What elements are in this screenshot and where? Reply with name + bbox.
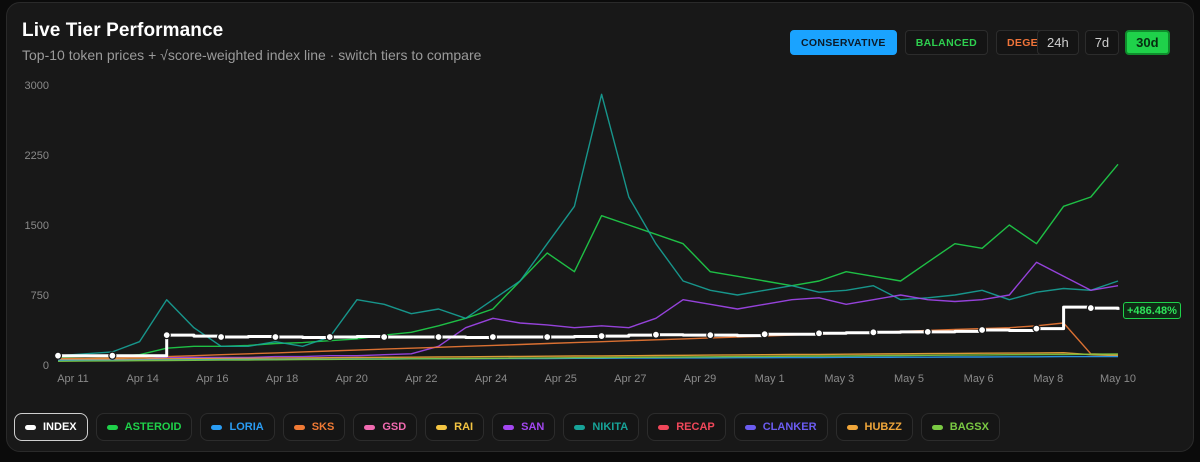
legend-swatch (25, 424, 36, 430)
index-point (760, 330, 769, 339)
legend-label: CLANKER (762, 421, 817, 433)
index-point (108, 351, 117, 360)
series-legend: INDEX ASTEROID LORIA SKS GSD RAI SAN NIKITA RECA… (14, 413, 1000, 441)
x-tick-label: Apr 24 (475, 373, 507, 385)
x-tick-label: May 8 (1033, 373, 1063, 385)
index-point (162, 331, 171, 340)
legend-item-sks[interactable]: SKS (282, 413, 346, 441)
legend-swatch (364, 424, 376, 430)
x-tick-label: Apr 14 (126, 373, 158, 385)
index-change-badge: +486.48% (1123, 302, 1181, 319)
legend-label: RAI (454, 421, 474, 433)
index-point (978, 325, 987, 335)
index-point (488, 332, 497, 342)
x-tick-label: Apr 27 (614, 373, 646, 385)
legend-label: NIKITA (592, 421, 629, 433)
series-line-index (58, 305, 1120, 358)
index-point (53, 351, 63, 360)
chart-title: Live Tier Performance (22, 20, 224, 41)
chart-subtitle: Top-10 token prices + √score-weighted in… (22, 47, 482, 63)
legend-item-clanker[interactable]: CLANKER (733, 413, 828, 441)
index-point (597, 331, 606, 341)
performance-line-chart: 0 750 1500 2250 3000 Apr 11 Apr 14 Apr 16 Apr 18… (25, 80, 1137, 385)
legend-item-recap[interactable]: RECAP (647, 413, 726, 441)
performance-card (6, 2, 1194, 452)
tier-balanced-button[interactable]: BALANCED (904, 30, 989, 55)
x-tick-label: Apr 25 (544, 373, 576, 385)
series-line-nikita (57, 93, 1119, 357)
legend-item-asteroid[interactable]: ASTEROID (95, 413, 193, 441)
index-point (380, 332, 389, 342)
legend-label: LORIA (229, 421, 264, 433)
y-tick-label: 750 (31, 290, 49, 302)
legend-item-rai[interactable]: RAI (425, 413, 485, 441)
legend-item-index[interactable]: INDEX (14, 413, 88, 441)
y-tick-label: 3000 (25, 80, 49, 92)
legend-swatch (436, 424, 448, 430)
legend-item-san[interactable]: SAN (492, 413, 556, 441)
x-tick-label: Apr 18 (266, 373, 298, 385)
legend-swatch (744, 424, 756, 430)
x-tick-label: Apr 22 (405, 373, 437, 385)
y-tick-label: 1500 (25, 220, 49, 232)
x-tick-label: May 3 (824, 373, 854, 385)
y-tick-label: 0 (43, 360, 49, 372)
legend-swatch (846, 424, 858, 430)
x-tick-label: May 10 (1100, 373, 1136, 385)
legend-swatch (658, 424, 670, 430)
y-tick-label: 2250 (25, 150, 49, 162)
legend-swatch (503, 424, 515, 430)
series-line-hubzz (58, 352, 1119, 361)
legend-label: SKS (311, 421, 335, 433)
legend-label: INDEX (43, 421, 77, 433)
x-tick-label: Apr 11 (57, 373, 89, 385)
legend-item-hubzz[interactable]: HUBZZ (835, 413, 913, 441)
legend-label: RECAP (676, 421, 715, 433)
series-line-san (58, 261, 1119, 361)
series-line-sks (58, 322, 1119, 360)
legend-swatch (106, 424, 118, 430)
x-tick-label: Apr 16 (196, 373, 228, 385)
index-point (814, 329, 824, 338)
legend-label: SAN (521, 421, 545, 433)
legend-item-bagsx[interactable]: BAGSX (920, 413, 1000, 441)
x-tick-label: Apr 29 (684, 373, 716, 385)
range-24h-button[interactable]: 24h (1037, 30, 1079, 55)
range-7d-button[interactable]: 7d (1084, 30, 1120, 55)
x-tick-label: May 5 (894, 373, 924, 385)
x-tick-label: Apr 20 (335, 373, 367, 385)
legend-item-nikita[interactable]: NIKITA (563, 413, 640, 441)
index-point (706, 331, 715, 340)
legend-label: BAGSX (949, 421, 989, 433)
index-point (1086, 303, 1095, 313)
index-point (325, 332, 334, 342)
legend-swatch (293, 424, 305, 430)
legend-item-gsd[interactable]: GSD (353, 413, 418, 441)
x-tick-label: May 6 (964, 373, 994, 385)
series-line-asteroid (57, 163, 1119, 359)
legend-swatch (211, 424, 223, 430)
legend-label: ASTEROID (124, 421, 182, 433)
series-line-bagsx (57, 353, 1119, 362)
index-point (543, 332, 552, 342)
index-point (271, 332, 280, 342)
index-point (1032, 324, 1041, 333)
index-point (869, 328, 878, 337)
index-point (651, 330, 661, 339)
index-point (923, 327, 932, 336)
legend-swatch (931, 424, 943, 430)
legend-label: GSD (382, 421, 407, 433)
legend-item-loria[interactable]: LORIA (200, 413, 275, 441)
legend-label: HUBZZ (864, 421, 902, 433)
x-tick-label: May 1 (755, 373, 785, 385)
range-selector: 24h 7d 30d (1037, 30, 1170, 55)
index-point (216, 332, 226, 342)
tier-conservative-button[interactable]: CONSERVATIVE (790, 30, 897, 55)
range-30d-button[interactable]: 30d (1125, 30, 1170, 55)
legend-swatch (574, 424, 586, 430)
index-point (434, 332, 443, 342)
